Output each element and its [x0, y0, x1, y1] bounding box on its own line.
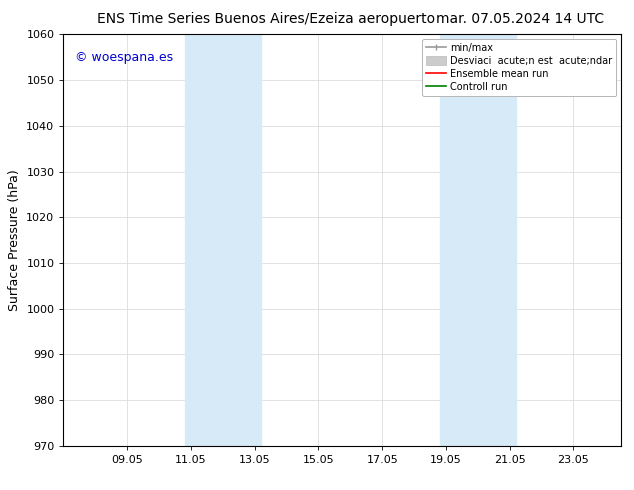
Legend: min/max, Desviaci  acute;n est  acute;ndar, Ensemble mean run, Controll run: min/max, Desviaci acute;n est acute;ndar… [422, 39, 616, 96]
Bar [439, 34, 516, 446]
Text: ENS Time Series Buenos Aires/Ezeiza aeropuerto: ENS Time Series Buenos Aires/Ezeiza aero… [97, 12, 436, 26]
Y-axis label: Surface Pressure (hPa): Surface Pressure (hPa) [8, 169, 21, 311]
Text: mar. 07.05.2024 14 UTC: mar. 07.05.2024 14 UTC [436, 12, 604, 26]
Bar [184, 34, 261, 446]
Text: © woespana.es: © woespana.es [75, 51, 172, 64]
